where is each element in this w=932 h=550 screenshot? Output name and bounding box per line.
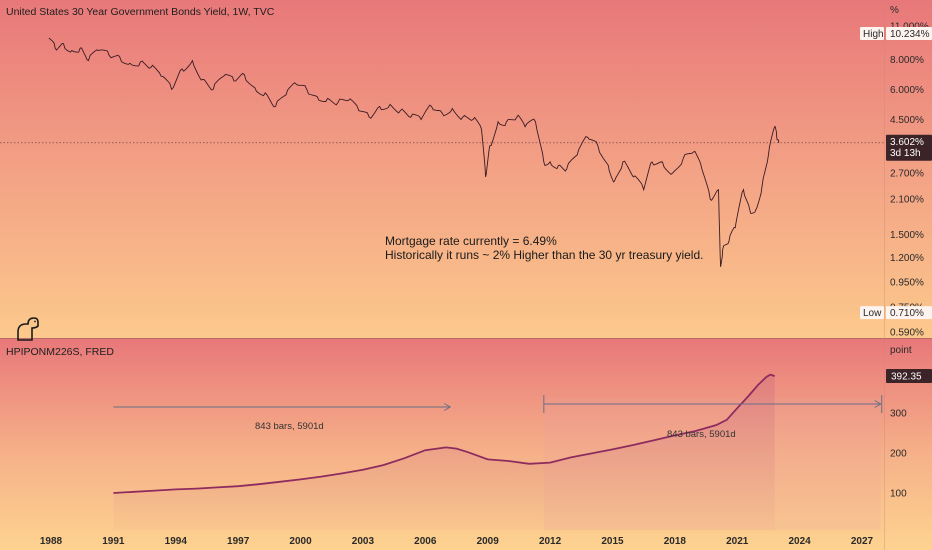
time-tick-label: 2018 [664,536,687,547]
hpi-tick-label: 300 [890,409,907,420]
measure-tool-2 [543,395,883,413]
yield-tick-label: 6.000% [890,85,924,96]
hpi-tick-label: 200 [890,449,907,460]
measure-arrow-head [874,400,882,408]
time-tick-label: 2003 [352,536,375,547]
top-pane-background [0,0,932,338]
hpi-series-line [113,373,776,494]
hpi-unit-label: point [890,345,912,356]
time-tick-label: 2024 [788,536,811,547]
time-tick-label: 1997 [227,536,250,547]
high-label-box [860,27,884,41]
low-value-box [886,306,932,320]
low-value: 0.710% [890,308,924,319]
yield-tick-label: 1.500% [890,230,924,241]
time-tick-label: 2000 [289,536,312,547]
yield-chart-title: United States 30 Year Government Bonds Y… [6,6,275,18]
last-price-badge: 3.602% 3d 13h [886,134,932,161]
low-label-box [860,306,884,320]
last-price-countdown: 3d 13h [890,148,921,159]
annotation-line-2: Historically it runs ~ 2% Higher than th… [385,248,703,262]
measure-arrow-head [444,403,452,411]
hpi-chart-title: HPIPONM226S, FRED [6,346,114,358]
yield-unit-label: % [890,5,899,16]
last-price-value: 3.602% [890,137,924,148]
time-tick-label: 2015 [601,536,624,547]
yield-tick-label: 1.200% [890,253,924,264]
measure-1-label: 843 bars, 5901d [255,421,324,432]
measure-2-label: 843 bars, 5901d [667,429,736,440]
annotation-line-1: Mortgage rate currently = 6.49% [385,234,557,248]
time-tick-label: 2009 [477,536,500,547]
hpi-tick-label: 100 [890,489,907,500]
time-tick-label: 2021 [726,536,749,547]
hpi-axis-ticks: 300 200 100 [890,409,907,500]
low-label: Low [863,308,882,319]
yield-tick-label: 4.500% [890,115,924,126]
low-marker: Low 0.710% [860,306,932,320]
tradingview-logo-icon [17,317,39,341]
yield-tick-label: 8.000% [890,55,924,66]
last-price-box [886,134,932,161]
yield-series-line [48,37,780,267]
time-tick-label: 2006 [414,536,437,547]
measure-tool-1 [113,403,452,411]
time-tick-label: 1988 [40,536,63,547]
hpi-pane: HPIPONM226S, FRED point 300 200 100 843 ba… [6,345,932,547]
time-tick-label: 2027 [851,536,874,547]
high-marker: High 10.234% [860,27,932,41]
yield-tick-label: 2.100% [890,195,924,206]
yield-tick-label: 2.700% [890,168,924,179]
hpi-last-box [886,369,932,384]
yield-tick-label: 0.950% [890,278,924,289]
time-axis: 1988 1991 1994 1997 2000 2003 2006 2009 2012 2015… [40,536,874,547]
high-value: 10.234% [890,29,930,40]
yield-tick-label: 0.590% [890,328,924,339]
time-tick-label: 1994 [165,536,188,547]
hpi-series-area [113,374,775,530]
yield-tick-label: 11.000% [890,22,929,33]
hpi-last-badge: 392.35 [886,369,932,384]
high-label: High [863,29,884,40]
time-tick-label: 1991 [102,536,125,547]
hpi-last-value: 392.35 [891,372,922,383]
yield-pane: United States 30 Year Government Bonds Y… [0,5,932,341]
high-value-box [886,27,932,41]
time-tick-label: 2012 [539,536,562,547]
